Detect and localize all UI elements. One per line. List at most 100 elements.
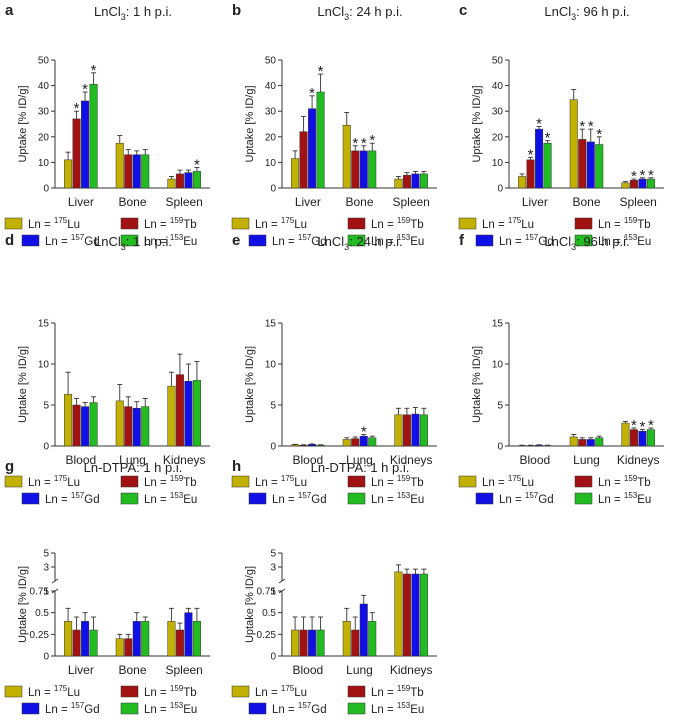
legend-swatch <box>4 217 23 230</box>
legend-item: Ln = 175Lu <box>231 216 307 231</box>
x-tick-label: Kidneys <box>390 453 433 467</box>
x-tick-label: Kidneys <box>390 663 433 677</box>
x-tick-label: Spleen <box>165 195 202 209</box>
bar <box>368 437 377 447</box>
legend-label: Ln = 157Gd <box>45 233 100 248</box>
legend-item: Ln = 175Lu <box>458 474 534 489</box>
bar <box>167 621 176 657</box>
bar <box>184 172 193 189</box>
y-tick-label: 0 <box>270 184 276 195</box>
y-tick-label: 3 <box>43 563 49 574</box>
y-tick-label: 30 <box>38 107 50 118</box>
bar <box>167 385 176 447</box>
panel-a: a LnCl3: 1 h p.i. 0 10 20 30 40 50 Uptake [% ID/… <box>4 2 210 248</box>
legend-swatch <box>574 234 593 247</box>
bar <box>394 571 403 657</box>
bar <box>543 445 552 447</box>
legend-label: Ln = 157Gd <box>272 701 327 716</box>
bar <box>535 128 544 189</box>
legend-item: Ln = 157Gd <box>21 233 100 248</box>
significance-star: * <box>631 168 637 185</box>
significance-star: * <box>648 417 654 434</box>
bar <box>394 178 403 189</box>
bar <box>359 603 368 657</box>
panel-letter: a <box>5 2 14 19</box>
y-tick-label: 30 <box>492 107 504 118</box>
y-tick-label: 20 <box>38 132 50 143</box>
y-tick-label: 15 <box>492 319 504 330</box>
legend-item: Ln = 175Lu <box>231 474 307 489</box>
legend-swatch <box>458 475 477 488</box>
x-tick-label: Liver <box>295 195 321 209</box>
bar <box>72 118 81 189</box>
bar <box>192 380 201 447</box>
bar <box>64 394 73 447</box>
y-tick-label: 20 <box>265 132 277 143</box>
bar <box>569 436 578 447</box>
y-tick-label: 50 <box>38 56 50 67</box>
bar <box>394 414 403 447</box>
y-tick-label: 0.75 <box>30 587 50 598</box>
bar <box>184 380 193 447</box>
bar <box>569 99 578 189</box>
legend-swatch <box>347 492 366 505</box>
legend-label: Ln = 175Lu <box>28 474 80 489</box>
x-tick-label: Blood <box>292 453 323 467</box>
panel-title: LnCl3: 24 h p.i. <box>317 234 402 252</box>
y-tick-label: 40 <box>265 81 277 92</box>
legend-item: Ln = 159Tb <box>120 474 197 489</box>
bar <box>115 400 124 447</box>
legend-swatch <box>248 492 267 505</box>
legend-label: Ln = 157Gd <box>272 233 327 248</box>
legend-label: Ln = 159Tb <box>371 474 424 489</box>
legend-swatch <box>120 702 139 715</box>
bar <box>124 154 133 189</box>
legend-item: Ln = 153Eu <box>574 491 651 506</box>
legend-label: Ln = 153Eu <box>144 701 197 716</box>
legend-swatch <box>347 217 366 230</box>
bar <box>342 125 351 189</box>
panel-title: LnCl3: 1 h p.i. <box>94 4 172 22</box>
panel-letter: c <box>459 2 467 19</box>
panel-letter: b <box>232 2 241 19</box>
x-tick-label: Lung <box>573 453 600 467</box>
x-tick-label: Liver <box>68 195 94 209</box>
legend-swatch <box>475 492 494 505</box>
panel-letter: g <box>5 458 14 475</box>
bar <box>351 629 360 657</box>
y-tick-label: 0 <box>270 652 276 663</box>
legend-item: Ln = 159Tb <box>347 216 424 231</box>
legend-swatch <box>21 492 40 505</box>
panel-title: LnCl3: 1 h p.i. <box>94 234 172 252</box>
bar <box>368 150 377 189</box>
legend-label: Ln = 175Lu <box>482 216 534 231</box>
legend-label: Ln = 159Tb <box>144 216 197 231</box>
legend-item: Ln = 159Tb <box>574 216 651 231</box>
bar <box>72 404 81 447</box>
significance-star: * <box>579 118 585 135</box>
legend-label: Ln = 153Eu <box>598 491 651 506</box>
x-tick-label: Spleen <box>165 663 202 677</box>
panel-c: c LnCl3: 96 h p.i. 0 10 20 30 40 50 Uptake [% ID… <box>458 2 664 248</box>
y-tick-label: 0.5 <box>35 608 49 619</box>
y-tick-label: 20 <box>492 132 504 143</box>
bar <box>299 131 308 189</box>
legend-item: Ln = 175Lu <box>4 684 80 699</box>
bar <box>411 173 420 189</box>
y-axis-label: Uptake [% ID/g] <box>471 85 483 162</box>
panel-title: LnCl3: 96 h p.i. <box>544 234 629 252</box>
bar <box>308 629 317 657</box>
bar <box>518 445 527 447</box>
panel-title: LnCl3: 24 h p.i. <box>317 4 402 22</box>
x-tick-label: Bone <box>572 195 600 209</box>
bar <box>595 144 604 189</box>
bar <box>621 422 630 447</box>
legend-label: Ln = 157Gd <box>272 491 327 506</box>
bar <box>89 84 98 189</box>
x-tick-label: Bone <box>118 195 146 209</box>
bar <box>586 141 595 189</box>
panel-g: g Ln-DTPA: 1 h p.i. 0 0.25 0.5 0.751 3 5 Uptake … <box>4 458 210 716</box>
legend-swatch <box>4 685 23 698</box>
legend-label: Ln = 159Tb <box>371 684 424 699</box>
